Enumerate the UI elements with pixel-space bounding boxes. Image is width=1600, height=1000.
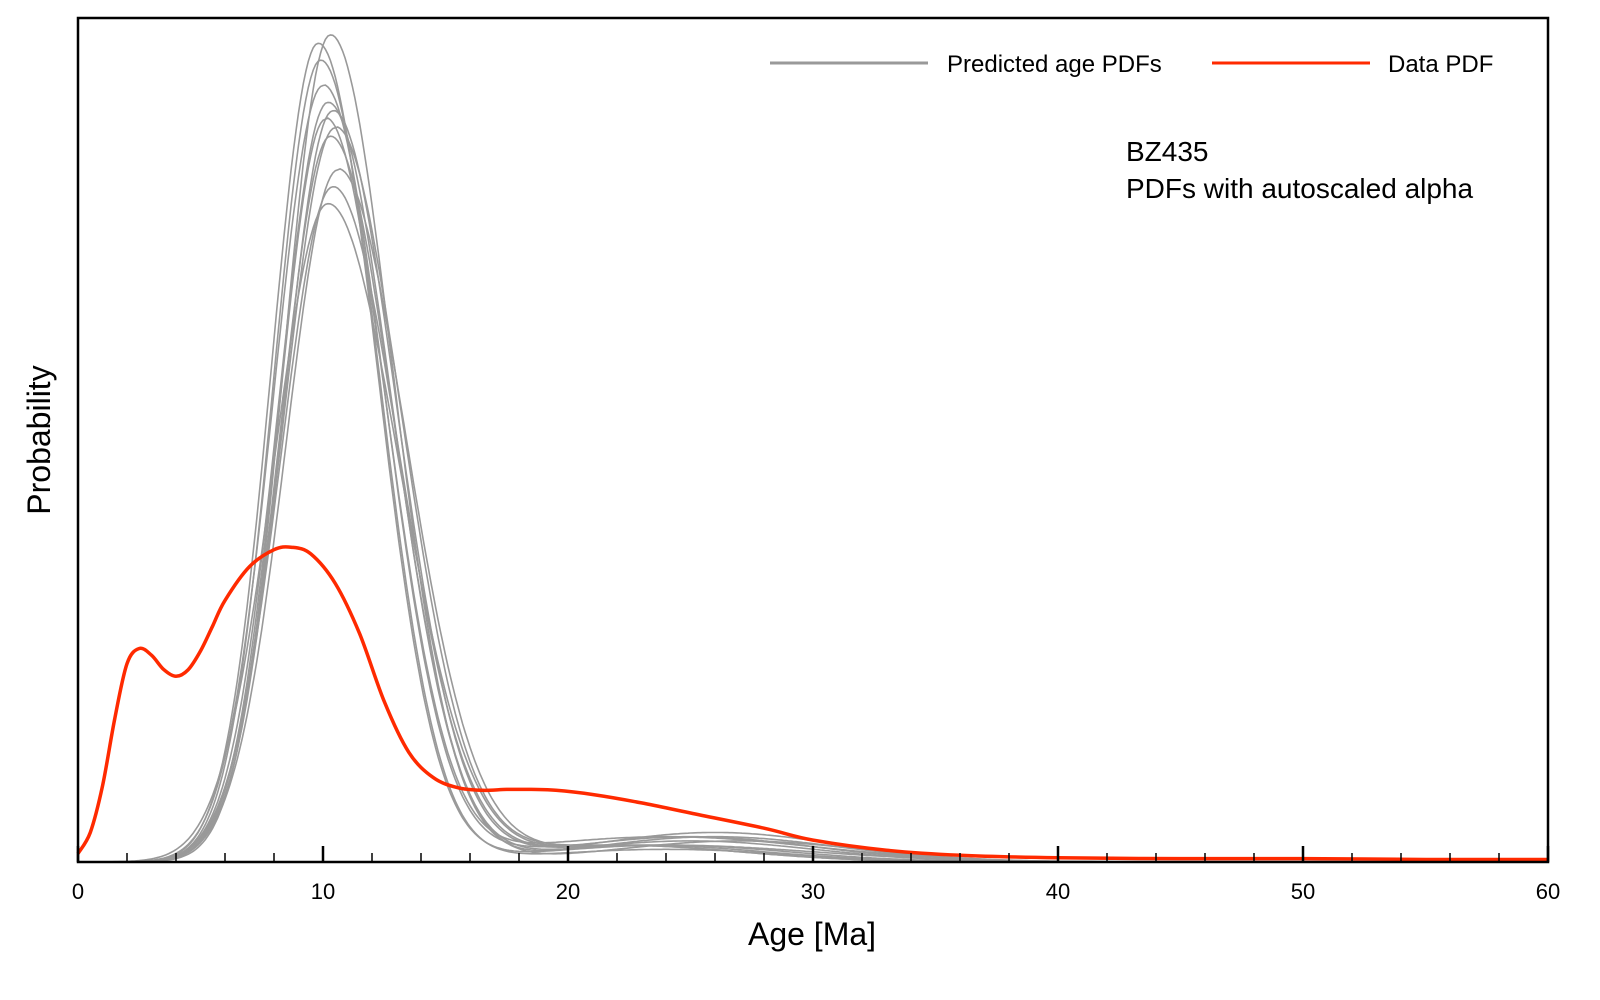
x-tick-label: 10 [311, 879, 335, 904]
annotation-description: PDFs with autoscaled alpha [1126, 173, 1474, 204]
data-pdf-line [76, 545, 1549, 862]
x-tick-label: 20 [556, 879, 580, 904]
predicted-age-pdf-line [78, 135, 1548, 863]
x-axis-ticks [76, 846, 1550, 862]
annotation: BZ435 PDFs with autoscaled alpha [1126, 136, 1474, 204]
predicted-age-pdf-curves [78, 34, 1548, 863]
predicted-age-pdf-line [78, 101, 1548, 863]
y-axis-title: Probability [21, 365, 57, 514]
x-tick-label: 30 [801, 879, 825, 904]
predicted-age-pdf-line [78, 42, 1548, 863]
data-pdf-curve-group [76, 545, 1549, 862]
predicted-age-pdf-line [78, 202, 1548, 863]
legend: Predicted age PDFs Data PDF [770, 51, 1493, 78]
x-axis-tick-labels: 0 10 20 30 40 50 60 [72, 879, 1560, 904]
legend-label-predicted: Predicted age PDFs [947, 51, 1162, 78]
predicted-age-pdf-line [78, 34, 1548, 863]
x-tick-label: 0 [72, 879, 84, 904]
annotation-sample-id: BZ435 [1126, 136, 1209, 167]
x-tick-label: 50 [1291, 879, 1315, 904]
x-tick-label: 60 [1536, 879, 1560, 904]
predicted-age-pdf-line [78, 117, 1548, 863]
legend-label-data: Data PDF [1388, 51, 1493, 78]
x-tick-label: 40 [1046, 879, 1070, 904]
x-axis-title: Age [Ma] [748, 916, 876, 952]
